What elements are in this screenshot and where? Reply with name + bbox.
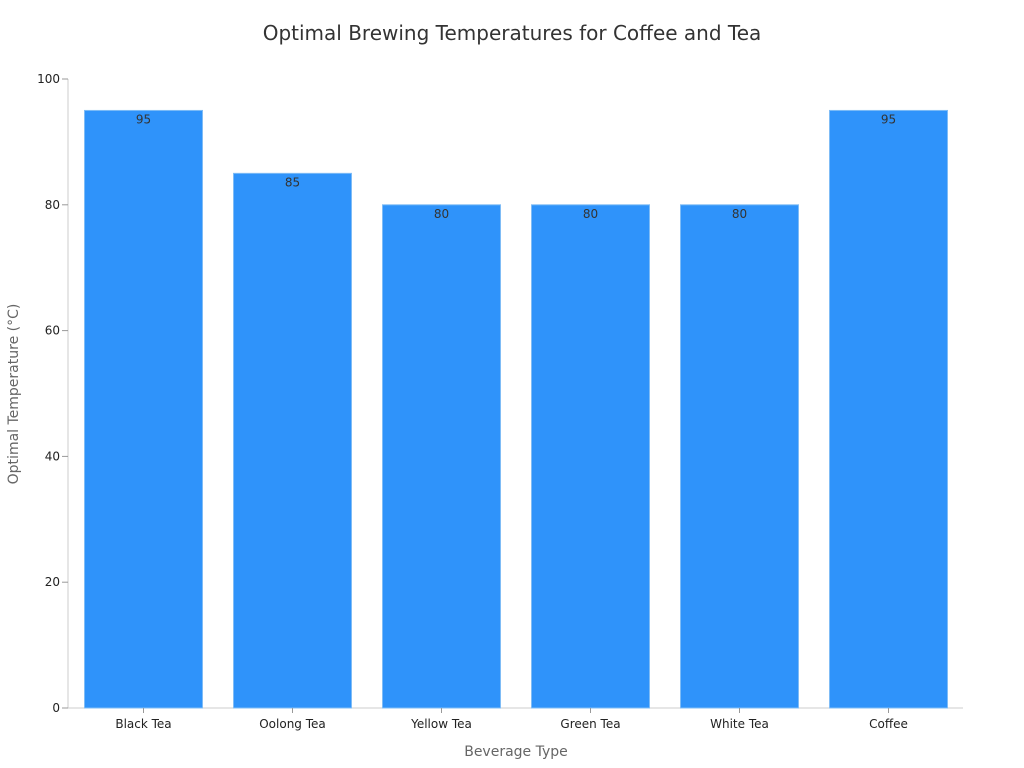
data-label-white-tea: 80 <box>732 207 747 221</box>
bar-white-tea <box>680 204 799 709</box>
y-tick-label: 80 <box>45 198 60 212</box>
data-label-green-tea: 80 <box>583 207 598 221</box>
data-labels: 95 85 80 80 80 95 <box>136 112 896 220</box>
chart-title: Optimal Brewing Temperatures for Coffee … <box>263 21 762 45</box>
bar-yellow-tea <box>382 204 501 709</box>
data-label-coffee: 95 <box>881 112 896 126</box>
y-tick-label: 0 <box>52 701 60 715</box>
x-ticks: Black Tea Oolong Tea Yellow Tea Green Tea Wh… <box>115 708 908 731</box>
x-tick-label: Black Tea <box>115 717 171 731</box>
x-axis-title: Beverage Type <box>464 744 568 760</box>
x-tick-label: Green Tea <box>560 717 620 731</box>
data-label-black-tea: 95 <box>136 112 151 126</box>
data-label-oolong-tea: 85 <box>285 175 300 189</box>
y-tick-label: 100 <box>37 72 60 86</box>
x-tick-label: Yellow Tea <box>410 717 472 731</box>
bar-series <box>84 109 948 709</box>
bar-black-tea <box>84 109 203 709</box>
y-tick-label: 20 <box>45 575 60 589</box>
x-tick-label: White Tea <box>710 717 769 731</box>
bar-coffee <box>829 109 948 709</box>
bar-oolong-tea <box>233 172 352 709</box>
y-tick-label: 40 <box>45 449 60 463</box>
bar-green-tea <box>531 204 650 709</box>
x-tick-label: Coffee <box>869 717 908 731</box>
x-tick-label: Oolong Tea <box>259 717 326 731</box>
y-tick-label: 60 <box>45 324 60 338</box>
data-label-yellow-tea: 80 <box>434 207 449 221</box>
y-axis-title: Optimal Temperature (°C) <box>6 304 22 485</box>
y-ticks: 0 20 40 60 80 100 <box>37 72 68 715</box>
